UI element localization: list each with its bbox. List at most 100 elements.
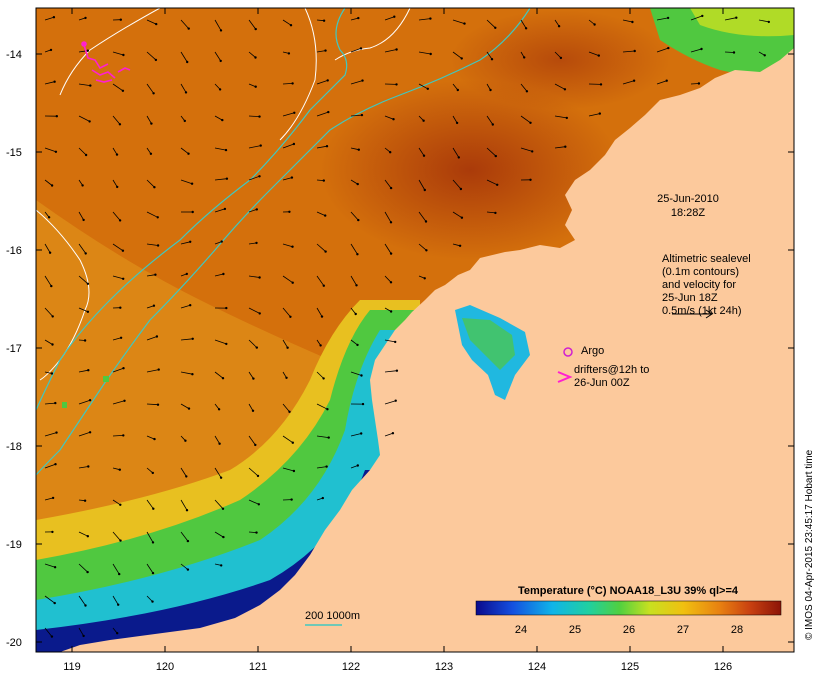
velocity-arrow-head	[458, 244, 462, 247]
velocity-arrow	[724, 51, 735, 53]
velocity-arrow	[214, 371, 224, 379]
velocity-arrow-head	[319, 344, 322, 347]
velocity-arrow-head	[490, 58, 494, 61]
x-tick-label: 125	[621, 661, 639, 673]
velocity-arrow-head	[288, 210, 291, 213]
velocity-arrow-head	[258, 312, 261, 315]
colorbar-tick: 27	[677, 624, 689, 636]
velocity-arrow-head	[289, 24, 293, 27]
velocity-arrow-head	[321, 496, 324, 500]
velocity-arrow	[146, 403, 159, 406]
velocity-arrow	[248, 467, 259, 477]
velocity-arrow	[146, 499, 154, 509]
velocity-arrow-head	[151, 541, 155, 544]
velocity-arrow-head	[288, 410, 291, 413]
plot-frame	[35, 7, 795, 653]
velocity-arrow-head	[218, 442, 221, 445]
velocity-arrow-head	[191, 210, 194, 214]
velocity-arrow-head	[426, 87, 429, 91]
colorbar: Temperature (°C) NOAA18_L3U 39% ql>=4 24…	[475, 585, 782, 636]
velocity-arrow-head	[293, 111, 296, 115]
velocity-arrow	[554, 146, 566, 149]
velocity-arrow-head	[51, 343, 54, 346]
velocity-arrow-head	[82, 218, 85, 222]
velocity-arrow-head	[291, 281, 294, 284]
velocity-arrow-head	[122, 367, 125, 370]
velocity-arrow-head	[257, 503, 260, 506]
colorbar-title: Temperature (°C) NOAA18_L3U 39% ql>=4	[518, 585, 739, 597]
velocity-arrow	[112, 400, 125, 405]
velocity-arrow	[180, 304, 191, 309]
velocity-arrow	[316, 80, 328, 85]
velocity-arrow-head	[255, 346, 258, 349]
velocity-arrow-head	[632, 79, 636, 82]
velocity-arrow-head	[291, 82, 294, 85]
velocity-arrow	[214, 531, 224, 538]
isobath-200	[36, 8, 348, 411]
velocity-arrow-head	[51, 530, 54, 534]
velocity-arrow	[112, 115, 121, 125]
velocity-arrow-head	[395, 83, 398, 86]
velocity-arrow-head	[701, 14, 704, 18]
velocity-arrow-head	[389, 310, 393, 313]
velocity-arrow	[180, 563, 189, 570]
velocity-arrow-head	[119, 503, 122, 506]
velocity-arrow	[44, 563, 56, 568]
velocity-arrow-head	[154, 58, 158, 62]
velocity-arrow-head	[287, 52, 291, 55]
velocity-arrow	[622, 50, 635, 53]
velocity-arrow-head	[151, 471, 154, 475]
velocity-arrow-head	[87, 369, 90, 372]
altimetry-line: 0.5m/s (1kt 24h)	[662, 305, 741, 317]
velocity-arrow	[758, 19, 769, 23]
velocity-arrow	[452, 83, 459, 91]
velocity-arrow	[214, 83, 221, 90]
velocity-arrow	[44, 595, 55, 604]
velocity-arrow-head	[254, 85, 257, 88]
velocity-arrow-head	[151, 571, 155, 575]
velocity-arrow-head	[151, 600, 154, 603]
datetime-line1: 25-Jun-2010	[657, 193, 719, 205]
sealevel-contour-4	[59, 8, 161, 96]
velocity-arrow-head	[221, 507, 225, 510]
velocity-arrow	[520, 19, 527, 29]
velocity-arrow	[282, 275, 293, 284]
colorbar-tick: 24	[515, 624, 527, 636]
velocity-arrow	[656, 80, 667, 85]
velocity-arrow-head	[224, 148, 228, 152]
velocity-arrow	[146, 19, 157, 25]
velocity-arrow	[282, 307, 291, 318]
velocity-arrow	[316, 111, 329, 117]
velocity-arrow-head	[767, 20, 770, 24]
y-tick-label: -16	[6, 245, 22, 257]
velocity-arrow-head	[184, 91, 188, 94]
velocity-arrow-head	[393, 15, 396, 18]
velocity-arrow-head	[84, 604, 87, 607]
velocity-arrow	[384, 275, 392, 283]
velocity-arrow-head	[89, 84, 92, 87]
velocity-arrow-head	[88, 399, 92, 402]
velocity-arrow-head	[187, 27, 190, 30]
sst-spot	[103, 376, 109, 382]
velocity-arrow	[214, 19, 222, 31]
velocity-arrow	[78, 83, 91, 86]
velocity-arrow-head	[559, 56, 563, 60]
velocity-arrow-head	[251, 409, 255, 412]
velocity-arrow-head	[187, 152, 190, 155]
velocity-arrow	[248, 371, 254, 379]
velocity-arrow	[248, 209, 257, 213]
velocity-arrow-head	[763, 54, 766, 57]
velocity-arrow-head	[255, 531, 258, 534]
y-tick-label: -14	[6, 49, 22, 61]
velocity-arrow-head	[225, 306, 228, 310]
velocity-arrow	[350, 465, 358, 469]
velocity-arrow-head	[356, 343, 359, 347]
velocity-arrow-head	[191, 373, 194, 376]
velocity-arrow-head	[86, 570, 89, 574]
velocity-arrow-head	[55, 115, 58, 118]
velocity-arrow	[146, 83, 154, 94]
velocity-arrow	[248, 175, 260, 181]
drifter-tracks	[81, 41, 131, 83]
velocity-arrow-head	[422, 154, 426, 157]
